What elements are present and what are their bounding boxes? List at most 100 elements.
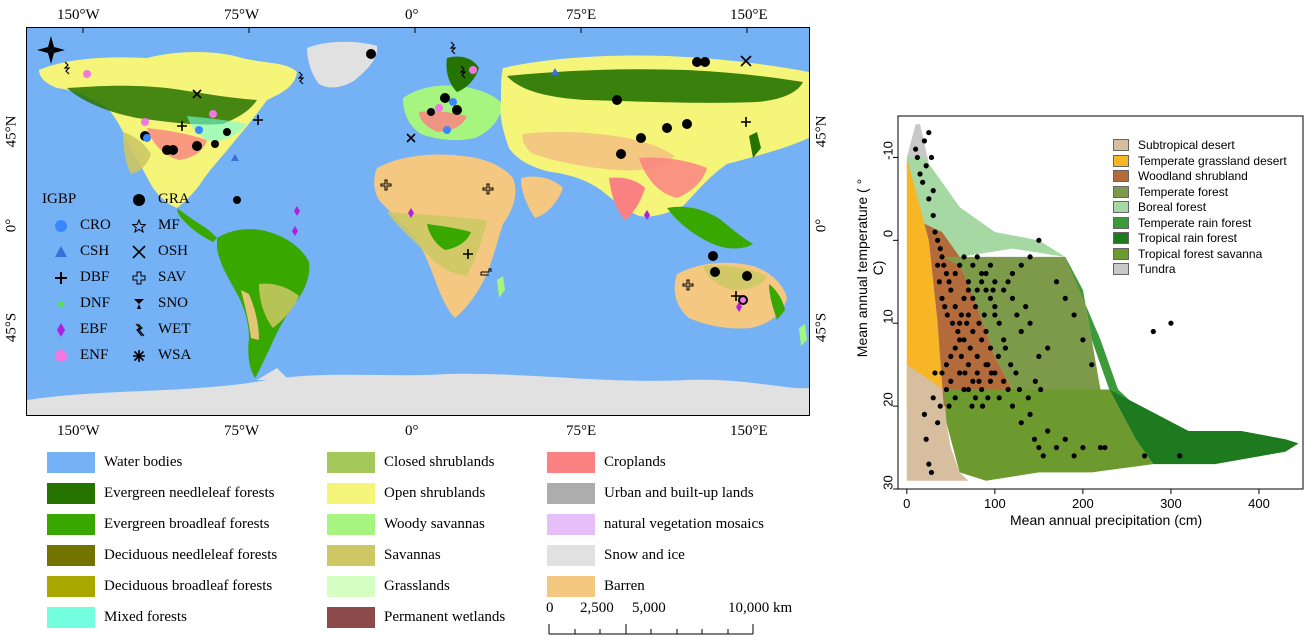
legend-swatch (547, 575, 595, 597)
africa-savanna (387, 212, 487, 276)
north-america-mixed (187, 116, 247, 142)
site-point (1009, 270, 1016, 277)
site-point (987, 262, 994, 268)
site-point (972, 304, 979, 310)
site-point (943, 270, 950, 277)
north-america-grass (123, 132, 151, 174)
star-outline-icon (130, 218, 148, 234)
site-point (965, 386, 972, 393)
site-point (1018, 262, 1024, 268)
legend-swatch (327, 544, 375, 566)
site-point (1071, 453, 1077, 459)
x-icon (130, 244, 148, 260)
site-point (1053, 444, 1060, 451)
dot-icon (52, 296, 70, 312)
scale-label: 5,000 (632, 600, 666, 616)
new-zealand (799, 324, 807, 346)
site-point (1025, 395, 1031, 401)
legend-label: Tropical forest savanna (1138, 246, 1263, 261)
site-point (1168, 320, 1174, 326)
bottom-tick-0: 0° (405, 423, 419, 439)
site-point (926, 461, 932, 467)
site-point (979, 279, 985, 285)
site-point (985, 395, 991, 401)
site-point (1102, 444, 1108, 451)
site-point (1005, 386, 1011, 393)
site-point (1002, 345, 1009, 351)
japan (749, 132, 761, 158)
site-point (932, 370, 938, 376)
site-point (965, 279, 972, 285)
igbp-legend-csh: CSH (52, 243, 109, 260)
scale-label: 0 (546, 600, 554, 616)
site-point (970, 295, 976, 301)
top-tick-0: 0° (405, 7, 419, 23)
site-point (1005, 279, 1011, 285)
site-point (1027, 254, 1033, 260)
legend-swatch (1113, 216, 1129, 229)
y-tick-label: 20 (880, 392, 896, 407)
arabia (521, 176, 563, 218)
site-point (1023, 304, 1029, 310)
site-point (961, 295, 967, 301)
biome-region-temperate-grassland-desert (906, 157, 944, 407)
legend-swatch (327, 451, 375, 473)
india (609, 177, 645, 220)
legend-label: Mixed forests (104, 608, 187, 625)
site-point (944, 312, 950, 318)
site-point (958, 353, 964, 359)
legend-swatch (547, 513, 595, 535)
site-point (1014, 312, 1020, 318)
site-point (1038, 386, 1044, 393)
site-point (965, 362, 972, 368)
cross-outline-icon (130, 270, 148, 286)
bottom-tick-75w: 75°W (224, 423, 260, 439)
site-point (930, 212, 936, 219)
legend-swatch (327, 606, 375, 628)
landcover-legend-item: Evergreen needleleaf forests (47, 482, 274, 504)
site-point (957, 337, 963, 343)
site-point (976, 378, 982, 384)
site-point (941, 262, 947, 268)
site-point (1009, 295, 1016, 301)
site-point (936, 279, 942, 285)
legend-label: Grasslands (384, 577, 450, 594)
landcover-legend-item: Croplands (547, 451, 666, 473)
igbp-legend-osh: OSH (130, 243, 188, 260)
igbp-code: CSH (80, 243, 110, 259)
site-point (935, 420, 941, 426)
site-point (1009, 403, 1016, 409)
landcover-legend-item: Deciduous needleleaf forests (47, 544, 277, 566)
legend-label: Tropical rain forest (1138, 231, 1237, 245)
site-point (939, 295, 945, 301)
site-point (983, 328, 989, 335)
site-point (1031, 436, 1038, 442)
site-point (952, 345, 958, 351)
scale-label: 2,500 (580, 600, 614, 616)
igbp-legend-title: IGBP (42, 191, 77, 207)
legend-label: Woodland shrubland (1138, 169, 1248, 183)
site-point (1080, 444, 1086, 451)
site-point (1177, 453, 1183, 459)
site-point (949, 320, 956, 326)
x-tick-label: 0 (903, 496, 911, 511)
circle-icon (52, 348, 70, 364)
igbp-legend-enf: ENF (52, 347, 108, 364)
legend-label: Deciduous broadleaf forests (104, 577, 273, 594)
landcover-legend-item: Barren (547, 575, 645, 597)
greenland-landmass (307, 41, 378, 88)
igbp-code: SAV (158, 269, 187, 285)
site-point (1018, 420, 1024, 426)
site-point (937, 246, 943, 252)
legend-swatch (547, 544, 595, 566)
biome-legend-item: Tropical forest savanna (1113, 247, 1262, 261)
x-tick-label: 200 (1072, 496, 1094, 511)
biome-region-temperate-forest (942, 256, 1101, 390)
landcover-legend-item: Snow and ice (547, 544, 685, 566)
biome-legend-item: Tundra (1113, 262, 1176, 276)
plot-frame (897, 115, 1304, 490)
southeast-asia (667, 206, 753, 249)
site-point (920, 179, 926, 185)
site-point (972, 395, 979, 401)
